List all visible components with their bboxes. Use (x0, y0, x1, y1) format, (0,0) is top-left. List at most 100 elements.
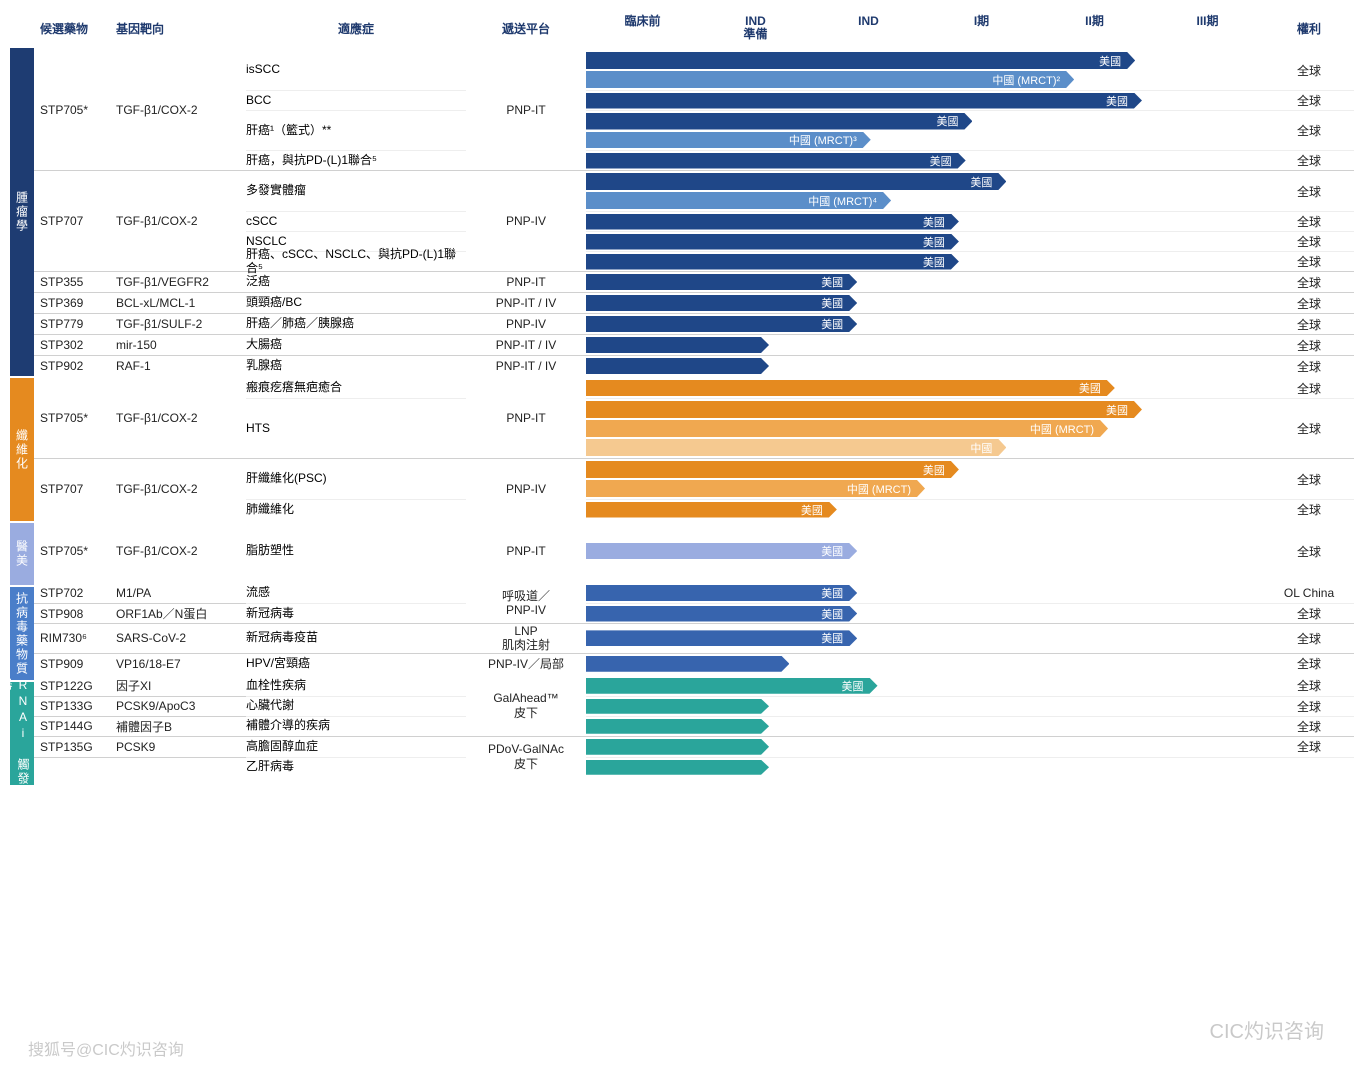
progress-bar: 美國 (586, 585, 857, 601)
indication-cell: 肝癌、cSCC、NSCLC、與抗PD-(L)1聯合⁵ (246, 251, 466, 271)
indication-cell: 瘢痕疙瘩無疤癒合 (246, 378, 466, 398)
rights-cell: 全球 (1264, 676, 1354, 696)
phase-header-cell: I期 (925, 15, 1038, 41)
pipeline-group: STP707TGF-β1/COX-2肝纖維化(PSC)肺纖維化PNP-IV美國中… (34, 459, 1354, 519)
drug-cell: STP135G (34, 737, 116, 757)
platform-cell: PNP-IV (466, 482, 586, 496)
drug-cell: STP909 (34, 654, 116, 674)
progress-bar: 中國 (MRCT)⁴ (586, 192, 891, 209)
indication-cell: isSCC (246, 50, 466, 90)
drug-cell: STP122G (34, 676, 116, 696)
drug-cell: STP144G (34, 717, 116, 736)
progress-bar: 美國 (586, 234, 959, 250)
pipeline-group: STP707TGF-β1/COX-2多發實體瘤cSCCNSCLC肝癌、cSCC、… (34, 171, 1354, 272)
rights-cell: 全球 (1264, 717, 1354, 736)
target-cell: M1/PA (116, 583, 246, 603)
indication-cell: 泛癌 (246, 272, 466, 292)
platform-cell: GalAhead™ 皮下 (466, 691, 586, 720)
drug-cell: STP705* (34, 541, 116, 561)
progress-bar: 美國 (586, 461, 959, 478)
platform-cell: 呼吸道／ PNP-IV (466, 589, 586, 618)
indication-cell: 心臟代謝 (246, 696, 466, 716)
target-cell: mir-150 (116, 335, 246, 355)
target-cell: TGF-β1/VEGFR2 (116, 272, 246, 292)
target-cell: 補體因子B (116, 717, 246, 736)
indication-cell: BCC (246, 90, 466, 110)
progress-bar: 美國 (586, 214, 959, 230)
rights-cell: 全球 (1264, 314, 1354, 334)
pipeline-group: STP705*TGF-β1/COX-2isSCCBCC肝癌¹（籃式）**肝癌，與… (34, 50, 1354, 171)
drug-cell: STP707 (34, 171, 116, 271)
rights-cell: 全球 (1264, 737, 1354, 757)
header-platform: 遞送平台 (466, 20, 586, 37)
progress-bar: 中國 (MRCT) (586, 480, 925, 497)
watermark-left: 搜狐号@CIC灼识咨询 (28, 1036, 184, 1060)
rights-cell: 全球 (1264, 356, 1354, 376)
pipeline-group: STP702M1/PASTP908ORF1Ab／N蛋白流感新冠病毒呼吸道／ PN… (34, 583, 1354, 624)
progress-bar: 美國 (586, 606, 857, 622)
indication-cell: 流感 (246, 583, 466, 603)
bar-stack: 美國中國 (MRCT) (586, 459, 1264, 499)
target-cell: 因子XI (116, 676, 246, 696)
progress-bar: 美國 (586, 401, 1142, 418)
category-label: 抗病毒藥物質 (10, 587, 34, 680)
category-label: 纖維化 (10, 378, 34, 521)
platform-cell: PNP-IT / IV (466, 296, 586, 310)
bar-stack: 美國中國 (MRCT)⁴ (586, 171, 1264, 211)
rights-cell: 全球 (1264, 628, 1354, 648)
bar-stack: 美國 (586, 252, 1264, 271)
bar-stack (586, 697, 1264, 716)
progress-bar: 美國 (586, 173, 1006, 190)
bar-stack: 美國 (586, 378, 1264, 398)
bar-stack: 美國中國 (MRCT)² (586, 50, 1264, 90)
progress-bar: 美國 (586, 630, 857, 646)
pipeline-group: STP122G因子XISTP133GPCSK9/ApoC3STP144G補體因子… (34, 676, 1354, 737)
progress-bar: 美國 (586, 254, 959, 270)
progress-bar (586, 337, 769, 353)
rights-cell: 全球 (1264, 50, 1354, 90)
target-cell: TGF-β1/COX-2 (116, 171, 246, 271)
rights-cell: 全球 (1264, 151, 1354, 170)
bar-stack: 美國 (586, 293, 1264, 313)
progress-bar: 美國 (586, 380, 1115, 396)
platform-cell: PNP-IT / IV (466, 338, 586, 352)
progress-bar: 中國 (MRCT)³ (586, 132, 871, 149)
indication-cell: 乙肝病毒 (246, 757, 466, 777)
progress-bar: 美國 (586, 274, 857, 290)
phase-headers: 臨床前IND準備INDI期II期III期 (586, 15, 1264, 41)
progress-bar: 中國 (586, 439, 1006, 456)
indication-cell: 新冠病毒 (246, 603, 466, 623)
watermark-right: CIC灼识咨询 (1210, 1015, 1324, 1044)
indication-cell: 補體介導的疾病 (246, 716, 466, 736)
progress-bar (586, 719, 769, 734)
pipeline-group: STP302mir-150大腸癌PNP-IT / IV全球 (34, 335, 1354, 356)
rights-cell: 全球 (1264, 335, 1354, 355)
target-cell: TGF-β1/COX-2 (116, 50, 246, 170)
bar-stack (586, 737, 1264, 757)
drug-cell: STP707 (34, 459, 116, 519)
pipeline-group: STP369BCL-xL/MCL-1頭頸癌/BCPNP-IT / IV美國全球 (34, 293, 1354, 314)
phase-header-cell: 臨床前 (586, 15, 699, 41)
rights-cell: 全球 (1264, 697, 1354, 716)
header-indication: 適應症 (246, 20, 466, 37)
pipeline-group: STP355TGF-β1/VEGFR2泛癌PNP-IT美國全球 (34, 272, 1354, 293)
target-cell: VP16/18-E7 (116, 654, 246, 674)
progress-bar: 美國 (586, 678, 878, 694)
target-cell: SARS-CoV-2 (116, 628, 246, 648)
bar-stack: 美國 (586, 232, 1264, 251)
indication-cell: 肝癌，與抗PD-(L)1聯合⁵ (246, 150, 466, 170)
indication-cell: 肝癌／肺癌／胰腺癌 (246, 314, 466, 334)
bar-stack: 美國中國 (MRCT)³ (586, 111, 1264, 150)
platform-cell: PNP-IV (466, 317, 586, 331)
target-cell: PCSK9 (116, 737, 246, 757)
rights-cell: 全球 (1264, 293, 1354, 313)
target-cell: ORF1Ab／N蛋白 (116, 604, 246, 623)
progress-bar (586, 739, 769, 755)
bar-stack: 美國 (586, 628, 1264, 648)
phase-header-cell: II期 (1038, 15, 1151, 41)
progress-bar (586, 699, 769, 714)
indication-cell: 血栓性疾病 (246, 676, 466, 696)
platform-cell: PNP-IT (466, 544, 586, 558)
drug-cell: STP705* (34, 378, 116, 458)
target-cell: TGF-β1/COX-2 (116, 378, 246, 458)
